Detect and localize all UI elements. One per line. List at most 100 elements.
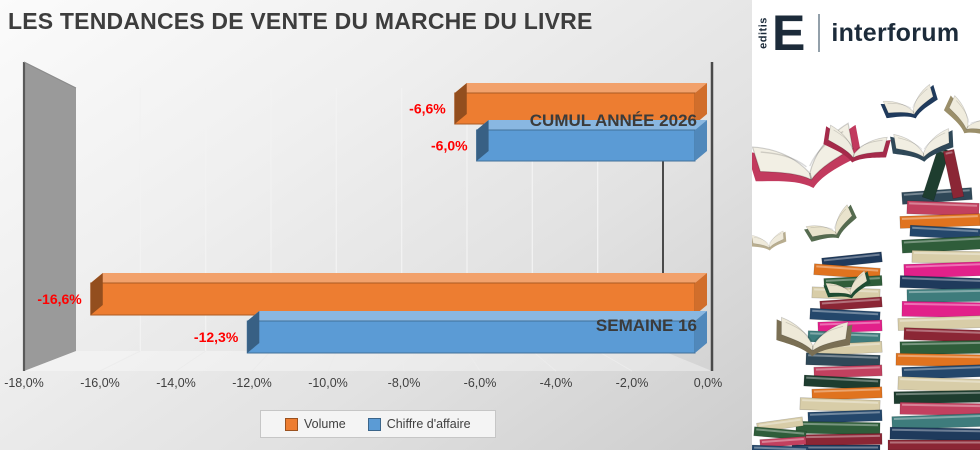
book-pages-edge — [900, 378, 980, 383]
volume-swatch-icon — [285, 417, 298, 431]
book — [895, 352, 980, 368]
open-book — [752, 122, 862, 188]
book-spine — [899, 339, 980, 356]
book-spine — [942, 149, 965, 199]
book-pages-edge — [761, 438, 804, 443]
book — [942, 149, 965, 199]
bar-chiffre-daffaire-1 — [246, 311, 707, 354]
open-book — [943, 95, 980, 138]
book — [899, 339, 980, 356]
book — [803, 433, 883, 446]
open-book-page-lines — [887, 88, 928, 109]
book-spine — [891, 413, 980, 430]
bar-volume-1 — [90, 273, 707, 316]
x-axis-tick-label: -14,0% — [156, 376, 196, 390]
x-axis-tick-label: -18,0% — [4, 376, 44, 390]
book-spine — [803, 374, 881, 391]
open-book-pages — [827, 124, 888, 159]
book — [911, 250, 980, 264]
book — [795, 420, 881, 436]
grid-line-floor — [251, 350, 272, 372]
open-book-page-lines — [810, 208, 847, 230]
bar-top-face — [90, 273, 707, 283]
editis-wordmark: editis — [757, 17, 770, 49]
book — [899, 275, 980, 291]
book — [803, 374, 881, 391]
book-pages-edge — [901, 341, 980, 346]
book-pages-edge — [906, 329, 980, 334]
book-pages-edge — [909, 202, 978, 207]
editis-e-logo-icon: E — [772, 5, 806, 61]
open-book-page-lines — [785, 321, 844, 342]
book-spine — [795, 420, 881, 436]
editis-interforum-logo: editis E interforum — [756, 5, 960, 61]
value-label: -6,6% — [409, 101, 446, 117]
book-pages-edge — [819, 321, 880, 326]
category-label: CUMUL ANNÉE 2026 — [530, 111, 697, 130]
book — [901, 235, 980, 254]
book-pages-edge — [816, 265, 879, 272]
book-pages-edge — [802, 399, 879, 404]
legend-item-chiffre-daffaire: Chiffre d'affaire — [367, 417, 471, 431]
book-spine — [895, 352, 980, 368]
x-axis-tick-label: -10,0% — [308, 376, 348, 390]
book-pages-edge — [806, 376, 879, 383]
book-pages-edge — [902, 403, 980, 408]
book — [891, 413, 980, 430]
book-spine — [887, 439, 980, 450]
open-book-page-lines — [897, 132, 946, 150]
open-book-cover — [752, 231, 787, 251]
open-book-pages — [805, 204, 853, 238]
chart-side-wall — [24, 62, 76, 371]
book — [903, 327, 980, 343]
bar-end-cap — [454, 83, 467, 124]
book — [753, 426, 807, 441]
open-book-pages — [893, 128, 950, 158]
book-spine — [899, 275, 980, 291]
value-label: -12,3% — [194, 329, 239, 345]
book-pages-edge — [892, 428, 980, 433]
book-spine — [759, 436, 807, 448]
open-book-fold — [808, 172, 813, 180]
open-book — [752, 230, 787, 251]
chart-title: LES TENDANCES DE VENTE DU MARCHE DU LIVR… — [8, 8, 593, 34]
book-spine — [791, 444, 881, 450]
open-book-page-lines — [955, 100, 980, 124]
book — [821, 251, 883, 269]
book — [809, 307, 881, 324]
book — [899, 401, 980, 417]
open-book-page-lines — [753, 233, 782, 244]
brand-panel: editis E interforum — [752, 0, 980, 450]
book-pages-edge — [815, 366, 880, 371]
book — [901, 364, 980, 380]
book — [903, 261, 980, 279]
legend-label: Volume — [304, 417, 346, 431]
bar-top-face — [247, 311, 707, 321]
book-pages-edge — [904, 302, 980, 307]
book-pages-edge — [905, 263, 980, 268]
x-axis-tick-label: -4,0% — [540, 376, 573, 390]
book — [811, 386, 883, 401]
open-book — [890, 128, 954, 162]
grid-line-floor — [466, 350, 481, 372]
grid-line-floor — [99, 350, 141, 372]
legend-item-volume: Volume — [285, 417, 346, 431]
open-book-pages — [825, 270, 868, 296]
open-book-pages — [752, 230, 784, 249]
book — [807, 409, 883, 424]
book-spine — [809, 307, 881, 324]
open-book-pages — [882, 83, 934, 115]
book — [799, 397, 881, 413]
book-pages-edge — [808, 354, 879, 359]
value-label: -6,0% — [431, 138, 468, 154]
book-pages-edge — [754, 446, 807, 450]
open-book-fold — [834, 231, 838, 235]
book-pages-edge — [899, 317, 980, 322]
bar-top-face — [454, 83, 707, 93]
book-pages-edge — [903, 237, 980, 244]
book-pages-edge — [794, 446, 878, 449]
x-axis-tick-label: -8,0% — [388, 376, 421, 390]
open-book-cover — [776, 319, 853, 357]
book-pages-edge — [898, 354, 980, 359]
